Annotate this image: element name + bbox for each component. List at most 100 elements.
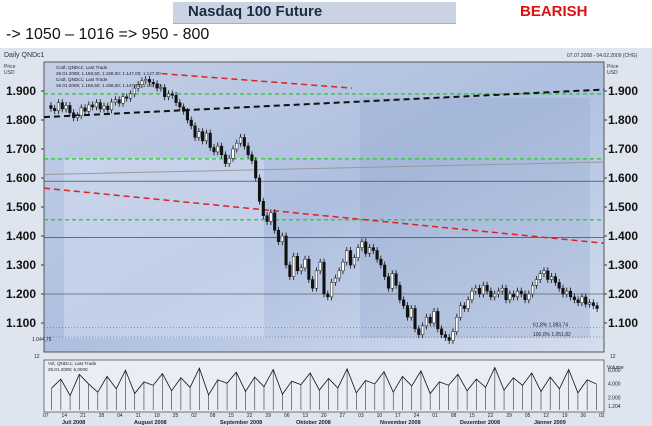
candle	[493, 293, 497, 298]
candle	[341, 261, 345, 272]
candle	[204, 132, 208, 142]
volume-scale: 1.204	[608, 404, 621, 410]
scale-tag-left: 12	[34, 354, 40, 360]
price-unit-right-2: USD	[607, 70, 618, 76]
x-day-label: 10	[377, 413, 383, 419]
candle	[349, 250, 353, 266]
candle	[451, 331, 455, 341]
candle	[64, 105, 68, 110]
legend-line: Cndl, QNDc1; Last Trade	[56, 65, 108, 70]
candle	[68, 105, 72, 113]
candle	[424, 316, 428, 327]
candle	[269, 212, 273, 222]
candle	[489, 290, 493, 298]
candle	[432, 311, 436, 324]
candle	[390, 273, 394, 289]
candle	[572, 296, 576, 301]
price-chart: 1.900 1.900 1.800 1.800 1.700 1.700 1.600 1.600…	[0, 48, 652, 426]
x-day-label: 15	[228, 413, 234, 419]
candle	[462, 305, 466, 309]
candle	[91, 104, 95, 108]
candle	[470, 290, 474, 301]
candle	[193, 125, 197, 138]
x-month-label: Dezember 2008	[460, 420, 500, 426]
candle	[557, 282, 561, 289]
candle	[144, 79, 148, 82]
price-unit-left: Price	[4, 64, 16, 70]
candle	[227, 158, 231, 164]
volume-legend-2: 26.01.2009; 6,0000	[48, 367, 88, 372]
x-day-label: 08	[210, 413, 216, 419]
candle	[587, 302, 592, 305]
candle	[322, 261, 326, 295]
candle	[402, 299, 406, 306]
candle	[569, 290, 573, 298]
candle	[98, 102, 102, 110]
candle	[311, 279, 315, 289]
candle	[170, 93, 174, 96]
fib-label: 100,0% 1.051,82	[533, 332, 571, 338]
x-day-label: 18	[154, 413, 160, 419]
candle	[314, 270, 318, 289]
candle	[394, 273, 398, 286]
x-month-label: September 2008	[220, 420, 262, 426]
candle	[94, 102, 98, 108]
candle	[356, 247, 360, 259]
candle	[102, 105, 106, 110]
candle	[292, 256, 296, 277]
x-day-label: 13	[302, 413, 308, 419]
candle	[352, 257, 356, 266]
plot-area	[44, 62, 604, 352]
x-day-label: 21	[80, 413, 86, 419]
candle	[246, 145, 250, 156]
x-day-label: 26	[580, 413, 586, 419]
candle	[481, 285, 485, 295]
candle	[398, 285, 402, 301]
trendline	[43, 161, 605, 176]
y-tick-right: 1.300	[608, 258, 638, 272]
candle	[220, 145, 224, 156]
candle	[500, 287, 504, 292]
candle	[231, 148, 235, 159]
candle	[447, 337, 451, 341]
x-day-label: 01	[432, 413, 438, 419]
candle	[345, 250, 349, 263]
candle	[512, 293, 516, 298]
chart-title: Nasdaq 100 Future	[188, 3, 323, 20]
candle	[250, 154, 254, 161]
candle	[276, 229, 281, 243]
candle	[436, 311, 440, 330]
candle	[208, 132, 212, 148]
trendline	[43, 88, 605, 119]
candle	[371, 247, 375, 251]
volume-line	[51, 366, 597, 397]
y-tick-left: 1.200	[6, 287, 36, 301]
candle	[504, 287, 508, 301]
title-banner	[173, 2, 456, 24]
candle	[166, 93, 171, 98]
x-day-label: 12	[543, 413, 549, 419]
background-photo	[64, 158, 264, 338]
candle	[546, 270, 550, 280]
candle	[49, 105, 53, 109]
y-tick-left: 1.300	[6, 258, 36, 272]
candle	[330, 282, 334, 298]
candle	[83, 107, 87, 112]
candle	[519, 290, 523, 295]
candle	[136, 84, 140, 89]
candle	[242, 137, 246, 147]
candle	[121, 96, 125, 104]
candle	[265, 215, 269, 222]
candle	[550, 276, 554, 280]
candle	[257, 177, 262, 202]
x-day-label: 17	[395, 413, 401, 419]
x-month-label: August 2008	[134, 420, 167, 426]
y-tick-left: 1.900	[6, 84, 36, 98]
x-day-label: 07	[43, 413, 49, 419]
volume-unit: Volume	[607, 365, 624, 371]
candle	[299, 267, 303, 272]
candle	[337, 270, 341, 279]
x-day-label: 20	[321, 413, 327, 419]
signal-label: BEARISH	[520, 3, 588, 20]
candle	[163, 87, 167, 98]
